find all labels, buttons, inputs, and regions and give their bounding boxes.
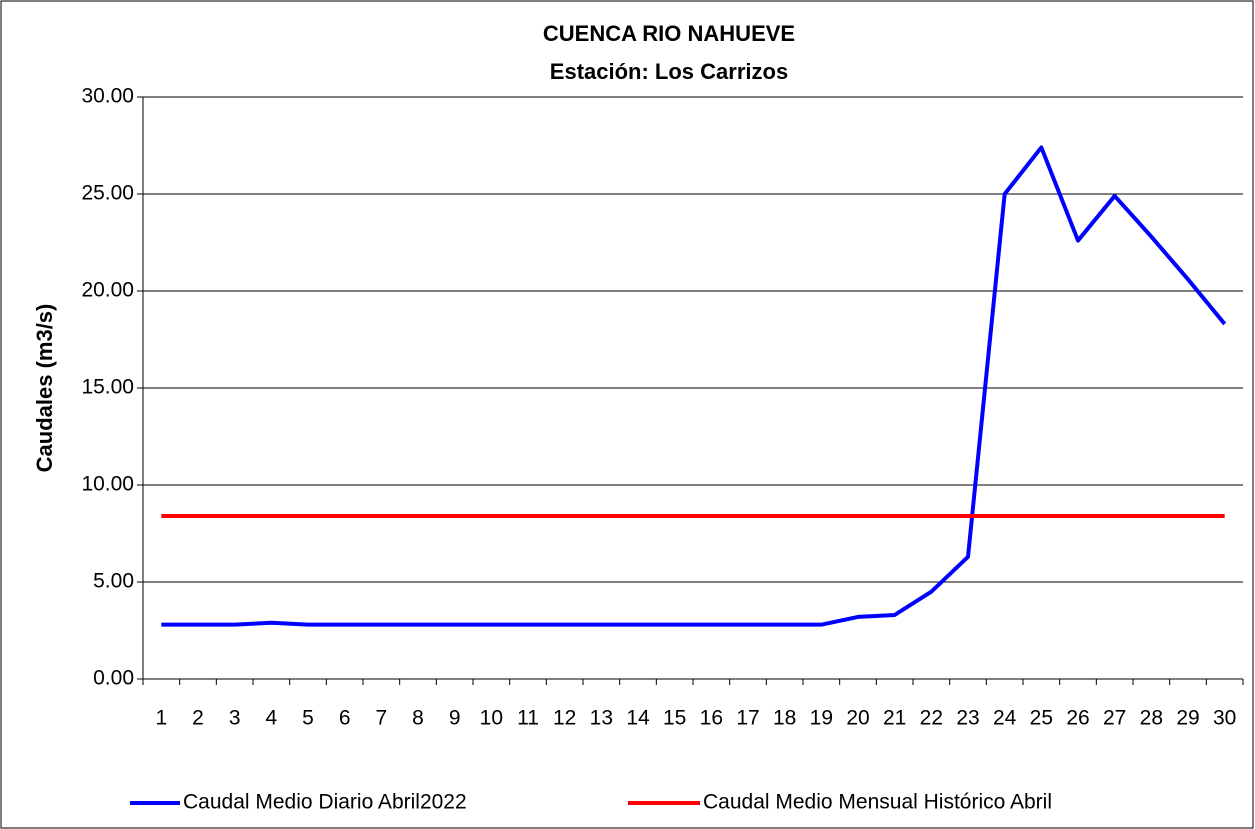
x-tick-label: 29 bbox=[1176, 707, 1199, 730]
x-tick-label: 19 bbox=[810, 707, 833, 730]
x-tick-label: 11 bbox=[517, 707, 539, 730]
x-tick-label: 10 bbox=[480, 707, 503, 730]
x-tick-label: 15 bbox=[663, 707, 686, 730]
x-tick-label: 1 bbox=[155, 707, 167, 730]
x-tick-label: 23 bbox=[956, 707, 979, 730]
chart-subtitle: Estación: Los Carrizos bbox=[550, 59, 788, 84]
x-tick-label: 20 bbox=[846, 707, 869, 730]
y-tick-label: 0.00 bbox=[93, 667, 134, 690]
x-tick-label: 9 bbox=[449, 707, 461, 730]
x-tick-label: 3 bbox=[229, 707, 241, 730]
x-tick-label: 26 bbox=[1066, 707, 1089, 730]
x-tick-label: 30 bbox=[1213, 707, 1236, 730]
x-tick-label: 18 bbox=[773, 707, 796, 730]
x-tick-label: 5 bbox=[302, 707, 314, 730]
x-tick-label: 27 bbox=[1103, 707, 1126, 730]
y-tick-label: 10.00 bbox=[81, 473, 134, 496]
legend-label: Caudal Medio Mensual Histórico Abril bbox=[703, 791, 1052, 814]
x-tick-label: 22 bbox=[920, 707, 943, 730]
x-tick-label: 8 bbox=[412, 707, 424, 730]
y-tick-label: 5.00 bbox=[93, 570, 134, 593]
x-tick-label: 12 bbox=[553, 707, 576, 730]
x-tick-label: 16 bbox=[700, 707, 723, 730]
x-tick-label: 7 bbox=[375, 707, 387, 730]
y-tick-label: 30.00 bbox=[81, 85, 134, 108]
legend-label: Caudal Medio Diario Abril2022 bbox=[183, 791, 467, 814]
y-axis-label: Caudales (m3/s) bbox=[32, 304, 57, 473]
x-tick-label: 13 bbox=[590, 707, 613, 730]
y-tick-label: 20.00 bbox=[81, 279, 134, 302]
data-line bbox=[161, 145, 1227, 627]
y-tick-label: 25.00 bbox=[81, 182, 134, 205]
chart-title: CUENCA RIO NAHUEVE bbox=[543, 21, 795, 46]
x-tick-label: 14 bbox=[626, 707, 650, 730]
x-tick-label: 17 bbox=[736, 707, 759, 730]
y-tick-label: 15.00 bbox=[81, 376, 134, 399]
x-tick-label: 25 bbox=[1030, 707, 1053, 730]
x-tick-label: 21 bbox=[883, 707, 906, 730]
x-tick-label: 28 bbox=[1140, 707, 1163, 730]
x-tick-label: 4 bbox=[265, 707, 277, 730]
x-tick-label: 6 bbox=[339, 707, 351, 730]
x-tick-label: 24 bbox=[993, 707, 1017, 730]
x-tick-label: 2 bbox=[192, 707, 204, 730]
